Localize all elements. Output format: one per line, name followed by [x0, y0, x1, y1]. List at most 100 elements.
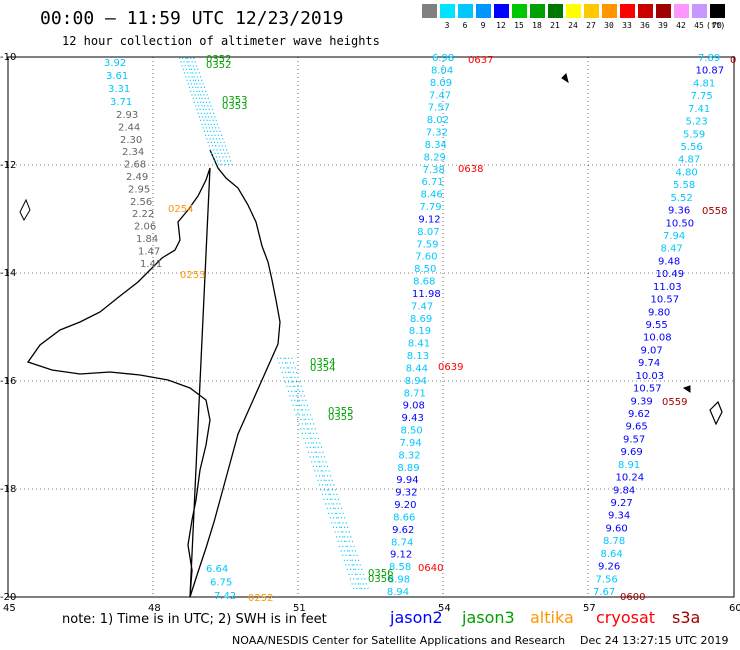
track-mark: ··· [282, 373, 292, 384]
track-mark: ··· [290, 396, 300, 407]
wave-height-value: 9.32 [395, 488, 417, 499]
track-mark: ··· [203, 127, 213, 138]
legend-tick-label: 45 [694, 21, 704, 30]
wave-height-value: 7.94 [663, 231, 685, 242]
track-mark: ··· [200, 94, 210, 105]
pass-label: 0252 [248, 593, 273, 604]
track-mark: ··· [313, 467, 323, 478]
track-mark: ··· [284, 354, 294, 365]
pass-label: 0354 [310, 363, 335, 374]
track-mark: ··· [338, 518, 348, 529]
track-mark: ··· [204, 131, 214, 142]
longitude-label: 48 [148, 603, 161, 614]
wave-height-value: 8.44 [406, 363, 428, 374]
map-frame [7, 56, 735, 598]
wave-height-value: 5.52 [671, 193, 693, 204]
track-mark: ··· [343, 556, 353, 567]
wave-height-value: 6.71 [422, 177, 444, 188]
track-mark: ··· [295, 410, 305, 421]
wave-height-value: 9.07 [641, 345, 663, 356]
legend-tick-label: 24 [568, 21, 578, 30]
wave-height-value: 9.80 [648, 307, 670, 318]
track-mark: ··· [284, 377, 294, 388]
track-mark: ··· [195, 80, 205, 91]
track-mark: ··· [188, 83, 198, 94]
track-mark: ··· [210, 120, 220, 131]
legend-swatch [494, 4, 509, 18]
track-mark: ··· [301, 429, 311, 440]
track-mark: ··· [183, 69, 193, 80]
track-mark: ··· [209, 145, 219, 156]
legend-tick-label: 36 [640, 21, 650, 30]
track-mark: ··· [293, 406, 303, 417]
track-mark: ··· [293, 382, 303, 393]
wave-height-value: 10.49 [656, 269, 685, 280]
track-mark: ··· [318, 457, 328, 468]
wave-height-value: 8.78 [603, 536, 625, 547]
wave-height-value: 8.41 [408, 339, 430, 350]
track-mark: ··· [332, 523, 342, 534]
satellite-legend-jason2: jason2 [390, 608, 443, 627]
wave-height-value: 8.66 [393, 512, 415, 523]
wave-height-value: 9.26 [598, 562, 620, 573]
track-mark: ··· [310, 457, 320, 468]
island-outline [709, 400, 723, 426]
track-mark: ··· [187, 58, 197, 69]
legend-tick-label: 27 [586, 21, 596, 30]
track-mark: ··· [194, 102, 204, 113]
track-mark: ··· [203, 102, 213, 113]
wave-height-value: 9.60 [606, 523, 628, 534]
pass-label: 0353 [222, 95, 247, 106]
wave-height-value: 8.50 [414, 264, 436, 275]
legend-swatch [548, 4, 563, 18]
wave-height-value: 10.57 [651, 295, 680, 306]
footer-note: note: 1) Time is in UTC; 2) SWH is in fe… [62, 612, 327, 627]
legend-tick-label: 15 [514, 21, 524, 30]
wave-height-value: 7.94 [399, 438, 421, 449]
track-mark: ··· [352, 561, 362, 572]
track-mark: ··· [189, 87, 199, 98]
track-mark: ··· [304, 438, 314, 449]
wave-height-value: 7.89 [698, 53, 720, 64]
map-subtitle: 12 hour collection of altimeter wave hei… [62, 34, 380, 48]
track-mark: ··· [198, 87, 208, 98]
credit-line: NOAA/NESDIS Center for Satellite Applica… [232, 634, 566, 647]
track-mark: ··· [205, 134, 215, 145]
track-mark: ··· [195, 105, 205, 116]
track-mark: ··· [204, 105, 214, 116]
track-mark: ··· [302, 434, 312, 445]
pass-label: 0640 [418, 563, 443, 574]
longitude-label: 51 [293, 603, 306, 614]
track-mark: ··· [276, 354, 286, 365]
wave-height-value: 7.47 [411, 301, 433, 312]
latitude-label: -20 [0, 592, 16, 603]
pass-label: 0355 [328, 412, 353, 423]
track-mark: ··· [360, 584, 370, 595]
track-mark: ··· [210, 149, 220, 160]
wave-height-value: 9.48 [658, 256, 680, 267]
legend-tick-label: 18 [532, 21, 542, 30]
wave-height-value: 5.56 [681, 142, 703, 153]
track-mark: ··· [312, 438, 322, 449]
track-mark: ··· [315, 448, 325, 459]
legend-swatch [638, 4, 653, 18]
wave-height-value: 3.71 [110, 97, 132, 108]
legend-swatch [692, 4, 707, 18]
wave-height-value: 8.69 [410, 314, 432, 325]
track-mark: ··· [180, 61, 190, 72]
track-mark: ··· [200, 120, 210, 131]
wave-height-value: 8.32 [398, 450, 420, 461]
legend-swatch [710, 4, 725, 18]
track-mark: ··· [305, 443, 315, 454]
track-mark: ··· [335, 509, 345, 520]
wave-height-value: 8.50 [401, 426, 423, 437]
wave-height-value: 8.07 [417, 227, 439, 238]
track-mark: ··· [341, 551, 351, 562]
track-mark: ··· [287, 363, 297, 374]
legend-swatch [476, 4, 491, 18]
track-mark: ··· [220, 149, 230, 160]
track-mark: ··· [337, 514, 347, 525]
track-mark: ··· [208, 116, 218, 127]
legend-swatch [440, 4, 455, 18]
track-mark: ··· [198, 112, 208, 123]
